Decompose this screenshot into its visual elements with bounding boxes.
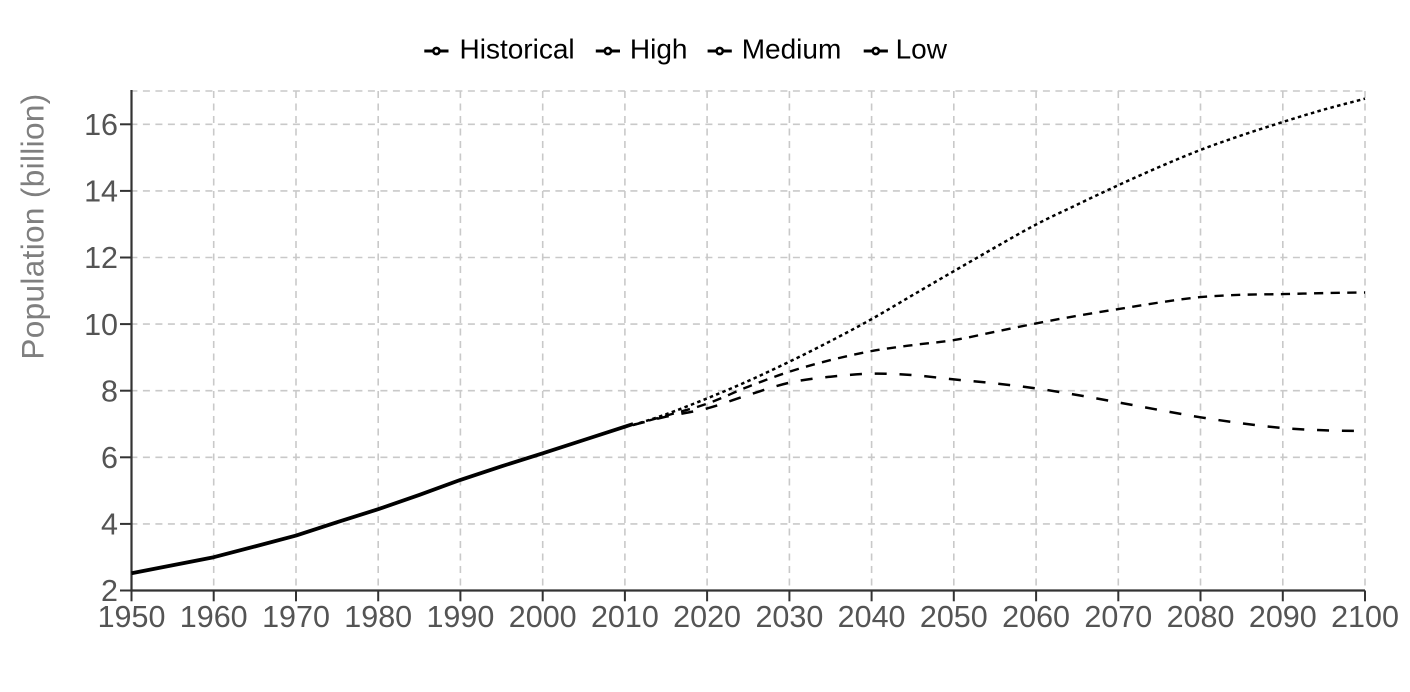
svg-text:4: 4 xyxy=(101,508,118,542)
svg-text:2030: 2030 xyxy=(755,600,823,634)
svg-text:Historical: Historical xyxy=(460,34,575,65)
svg-text:2050: 2050 xyxy=(920,600,988,634)
svg-text:High: High xyxy=(630,34,688,65)
svg-text:2020: 2020 xyxy=(673,600,741,634)
svg-text:2080: 2080 xyxy=(1167,600,1235,634)
svg-text:8: 8 xyxy=(101,374,118,408)
svg-text:16: 16 xyxy=(84,108,118,142)
svg-text:2010: 2010 xyxy=(591,600,659,634)
svg-text:Medium: Medium xyxy=(742,34,842,65)
svg-text:1970: 1970 xyxy=(262,600,330,634)
svg-text:2100: 2100 xyxy=(1331,600,1399,634)
svg-text:Low: Low xyxy=(896,34,948,65)
svg-text:10: 10 xyxy=(84,308,118,342)
svg-text:6: 6 xyxy=(101,441,118,475)
svg-text:1950: 1950 xyxy=(98,600,166,634)
svg-text:Population (billion): Population (billion) xyxy=(15,93,51,359)
svg-text:2040: 2040 xyxy=(838,600,906,634)
svg-text:12: 12 xyxy=(84,241,118,275)
svg-text:2090: 2090 xyxy=(1249,600,1317,634)
svg-text:14: 14 xyxy=(84,175,118,209)
svg-text:2000: 2000 xyxy=(509,600,577,634)
svg-text:1960: 1960 xyxy=(180,600,248,634)
svg-text:2060: 2060 xyxy=(1002,600,1070,634)
svg-text:1980: 1980 xyxy=(344,600,412,634)
svg-text:2: 2 xyxy=(101,574,118,608)
svg-text:2070: 2070 xyxy=(1084,600,1152,634)
svg-text:1990: 1990 xyxy=(426,600,494,634)
